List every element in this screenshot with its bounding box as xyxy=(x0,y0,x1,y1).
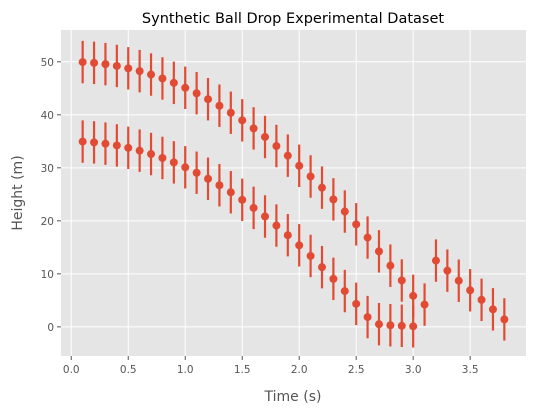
data-point xyxy=(397,276,406,285)
data-point xyxy=(261,132,270,141)
y-axis-title: Height (m) xyxy=(10,155,26,230)
data-point xyxy=(272,221,281,230)
data-point xyxy=(443,266,452,275)
data-point xyxy=(226,108,235,117)
series-2 xyxy=(78,120,418,348)
data-point xyxy=(101,139,110,148)
data-point xyxy=(101,60,110,69)
data-point xyxy=(477,295,486,304)
data-point xyxy=(238,116,247,125)
data-point xyxy=(317,183,326,192)
grid-lines xyxy=(61,30,526,356)
data-point xyxy=(409,291,418,300)
plot-area xyxy=(61,30,526,356)
x-axis-title: Time (s) xyxy=(264,389,322,405)
x-tick-label: 1.5 xyxy=(234,364,251,376)
data-point xyxy=(329,274,338,283)
data-point xyxy=(340,207,349,216)
data-point xyxy=(295,161,304,170)
data-point xyxy=(466,286,475,295)
data-point xyxy=(386,261,395,270)
data-point xyxy=(158,74,167,83)
x-tick-label: 3.0 xyxy=(405,364,422,376)
data-point xyxy=(90,58,99,67)
data-point xyxy=(226,188,235,197)
y-tick-label: 30 xyxy=(41,163,54,175)
x-tick-label: 0.5 xyxy=(120,364,137,376)
data-point xyxy=(204,174,213,183)
data-point xyxy=(169,158,178,167)
data-point xyxy=(306,251,315,260)
data-point xyxy=(352,220,361,229)
data-point xyxy=(500,315,509,324)
data-point xyxy=(374,320,383,329)
x-tick-label: 2.0 xyxy=(291,364,308,376)
y-tick-label: 0 xyxy=(47,322,54,334)
data-point xyxy=(90,138,99,147)
data-point xyxy=(306,172,315,181)
data-point xyxy=(112,141,121,150)
data-point xyxy=(249,124,258,133)
data-point xyxy=(135,67,144,76)
data-point xyxy=(215,101,224,110)
data-point xyxy=(147,150,156,159)
data-point xyxy=(352,299,361,308)
data-point xyxy=(283,231,292,240)
data-point xyxy=(78,137,87,146)
data-point xyxy=(135,146,144,155)
data-point xyxy=(169,78,178,87)
y-tick-label: 20 xyxy=(41,216,54,228)
data-point xyxy=(112,61,121,70)
data-point xyxy=(409,322,418,331)
data-point xyxy=(295,241,304,250)
chart-title: Synthetic Ball Drop Experimental Dataset xyxy=(142,11,444,27)
x-tick-label: 1.0 xyxy=(177,364,194,376)
data-point xyxy=(238,195,247,204)
data-point xyxy=(386,321,395,330)
data-point xyxy=(181,163,190,172)
data-point xyxy=(158,153,167,162)
data-point xyxy=(431,256,440,265)
data-point xyxy=(192,168,201,177)
data-point xyxy=(454,276,463,285)
data-point xyxy=(124,143,133,152)
axis-ticks: 0.0 0.5 1.0 1.5 2.0 2.5 3.0 3.5 0 10 20 30 40 50 xyxy=(41,57,479,376)
data-point xyxy=(420,300,429,309)
data-series xyxy=(78,40,509,348)
data-point xyxy=(488,305,497,314)
data-point xyxy=(192,89,201,98)
data-point xyxy=(340,287,349,296)
data-point xyxy=(249,203,258,212)
data-point xyxy=(261,212,270,221)
data-point xyxy=(215,181,224,190)
data-point xyxy=(204,95,213,104)
y-tick-label: 50 xyxy=(41,57,54,69)
x-tick-label: 3.5 xyxy=(462,364,479,376)
y-tick-label: 10 xyxy=(41,269,54,281)
data-point xyxy=(283,151,292,160)
data-point xyxy=(78,58,87,67)
x-tick-label: 2.5 xyxy=(348,364,365,376)
data-point xyxy=(374,247,383,256)
data-point xyxy=(397,321,406,330)
data-point xyxy=(317,263,326,272)
data-point xyxy=(181,83,190,92)
data-point xyxy=(363,313,372,322)
data-point xyxy=(124,64,133,73)
data-point xyxy=(147,70,156,79)
data-point xyxy=(363,233,372,242)
y-tick-label: 40 xyxy=(41,110,54,122)
data-point xyxy=(329,195,338,204)
x-tick-label: 0.0 xyxy=(63,364,80,376)
series-1 xyxy=(78,40,509,341)
data-point xyxy=(272,142,281,151)
